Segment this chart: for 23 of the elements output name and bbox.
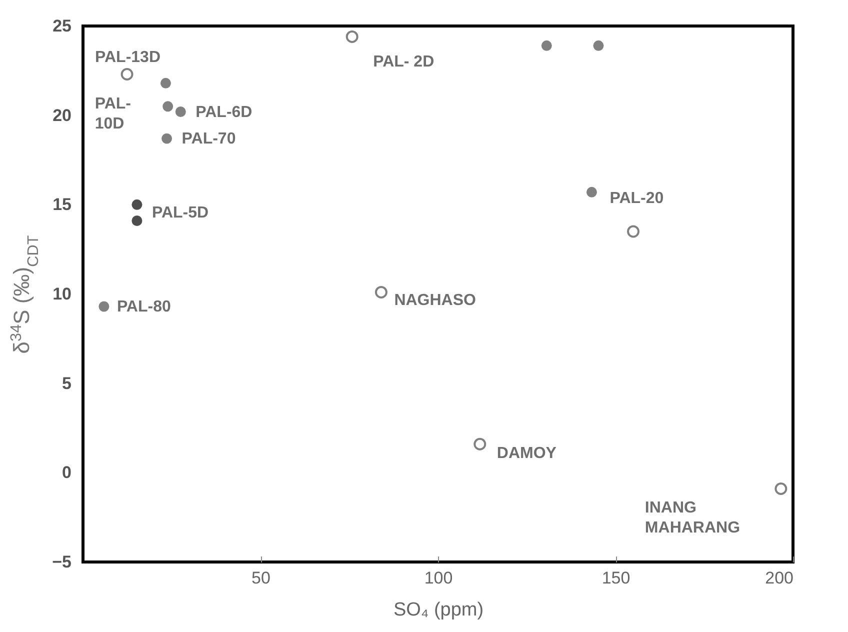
annotation: PAL-6D (196, 104, 252, 121)
y-tick-label: 5 (62, 374, 72, 393)
x-tick-label: 200 (765, 568, 794, 588)
annotation: PAL-70 (182, 130, 236, 148)
annotation: PAL-20 (610, 190, 664, 208)
x-tick-label: 150 (602, 568, 630, 588)
y-tick-label: 10 (52, 284, 72, 304)
annotation: PAL- 10D (94, 95, 131, 132)
y-tick-label: −5 (52, 552, 72, 572)
annotation: INANG MAHARANG (644, 500, 740, 537)
annotation: PAL-13D (95, 49, 161, 66)
y-tick-label: 20 (52, 106, 72, 125)
x-axis-title: SO₄ (ppm) (393, 600, 484, 620)
y-tick-label: 25 (52, 16, 72, 36)
y-tick-label: 15 (52, 195, 72, 214)
y-tick-label: 0 (62, 463, 72, 482)
annotation: NAGHASO (394, 292, 476, 310)
x-tick-label: 50 (252, 568, 270, 588)
annotation: DAMOY (496, 445, 557, 462)
annotation: PAL- 2D (373, 54, 434, 71)
annotation: PAL-80 (116, 298, 171, 316)
annotation: PAL-5D (152, 204, 209, 222)
x-tick-label: 100 (424, 568, 453, 588)
